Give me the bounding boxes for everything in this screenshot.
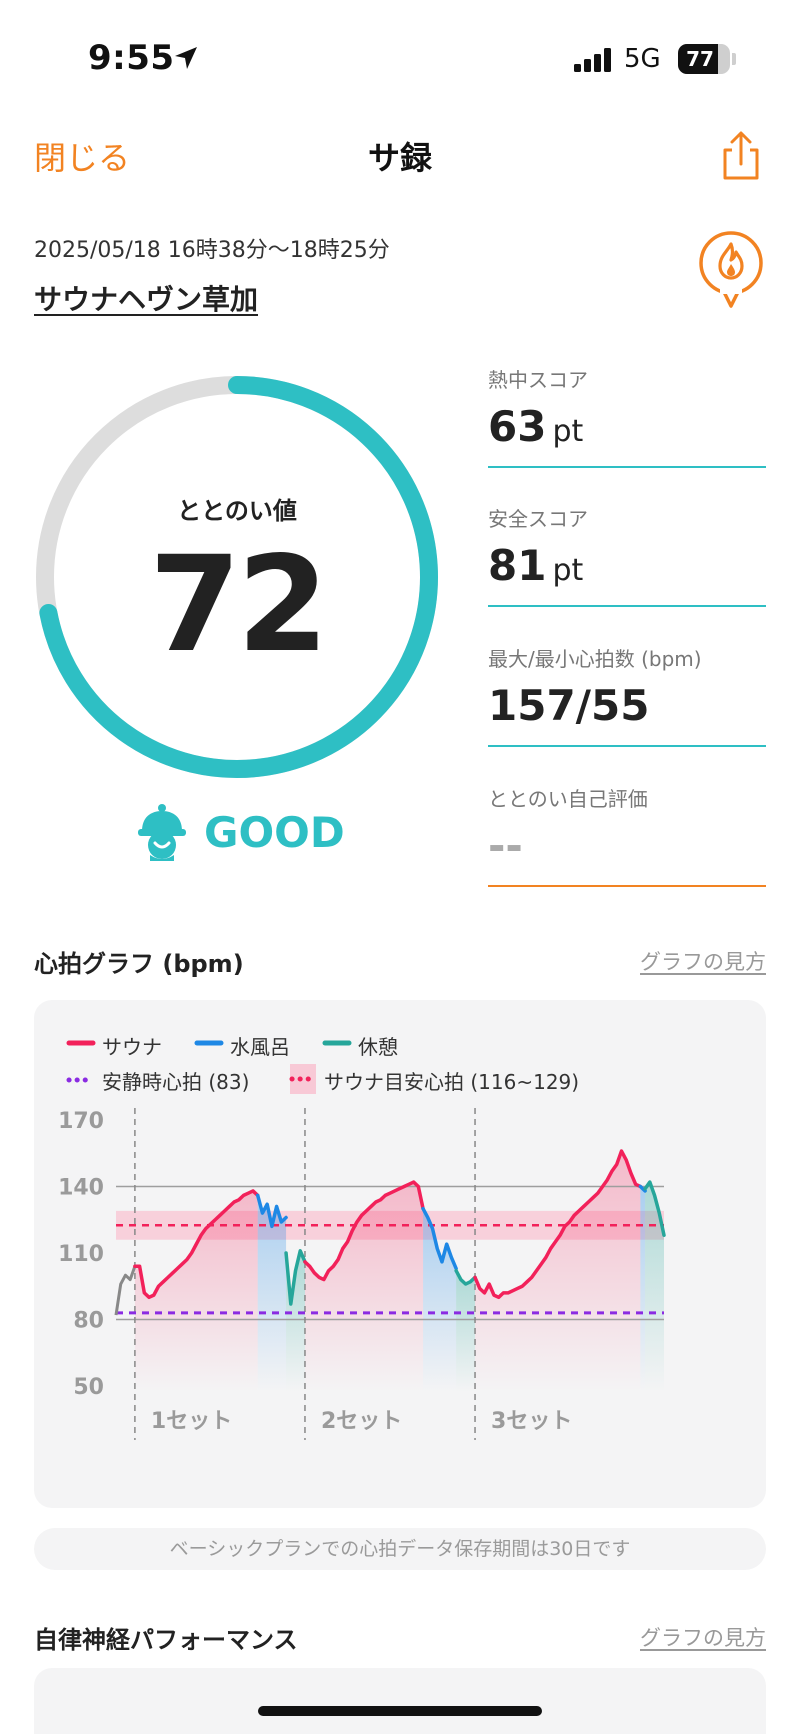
series-line-rest bbox=[454, 1268, 477, 1286]
area-water bbox=[640, 1186, 646, 1392]
warmup-line bbox=[114, 1265, 137, 1316]
close-button[interactable]: 閉じる bbox=[34, 139, 131, 177]
y-tick-label: 140 bbox=[58, 1176, 104, 1201]
legend-target: サウナ目安心拍 (116~129) bbox=[324, 1070, 580, 1094]
gauge-label: ととのい値 bbox=[177, 497, 297, 525]
area-water bbox=[423, 1208, 457, 1392]
battery-level bbox=[678, 44, 719, 74]
y-tick-label: 170 bbox=[58, 1109, 104, 1134]
y-tick-label: 80 bbox=[73, 1309, 104, 1334]
legend-sauna-swatch bbox=[66, 1040, 96, 1046]
set-label-3: 3セット bbox=[491, 1409, 572, 1434]
set-label-2: 2セット bbox=[321, 1409, 402, 1434]
share-icon[interactable] bbox=[718, 130, 764, 182]
status-time: 9:55 bbox=[88, 38, 175, 78]
area-rest bbox=[645, 1182, 664, 1392]
divider bbox=[488, 885, 766, 887]
heat-score-number: 63 bbox=[488, 402, 547, 451]
series-line-sauna bbox=[133, 1189, 260, 1300]
battery-percent: 77 bbox=[686, 47, 714, 71]
area-rest bbox=[456, 1270, 476, 1392]
safety-score-label: 安全スコア bbox=[488, 507, 588, 531]
divider bbox=[488, 466, 766, 468]
safety-score-unit: pt bbox=[552, 553, 584, 588]
safety-score-number: 81 bbox=[488, 541, 547, 590]
self-evaluation-value: -- bbox=[488, 821, 523, 870]
autonomic-help-link[interactable]: グラフの見方 bbox=[640, 1626, 766, 1650]
heart-graph-help-link[interactable]: グラフの見方 bbox=[640, 950, 766, 974]
series-line-sauna bbox=[303, 1180, 425, 1282]
heat-score-unit: pt bbox=[552, 414, 584, 449]
legend-water-swatch bbox=[194, 1040, 224, 1046]
y-tick-label: 50 bbox=[73, 1375, 104, 1400]
legend-resting: 安静時心拍 (83) bbox=[102, 1070, 250, 1094]
area-sauna bbox=[304, 1182, 424, 1392]
totonoi-gauge bbox=[36, 376, 438, 778]
series-line-rest bbox=[284, 1249, 307, 1306]
heart-rate-value: 157/55 bbox=[488, 681, 650, 730]
series-line-sauna bbox=[473, 1149, 643, 1300]
area-rest bbox=[286, 1250, 305, 1392]
battery-nub bbox=[732, 53, 736, 65]
rating-label: GOOD bbox=[204, 808, 345, 857]
facility-link[interactable]: サウナヘヴン草加 bbox=[34, 283, 259, 316]
area-water bbox=[257, 1195, 287, 1392]
legend-rest-swatch bbox=[322, 1040, 352, 1046]
divider bbox=[488, 745, 766, 747]
gauge-progress-arc bbox=[39, 376, 438, 778]
totonoi-score: 72 bbox=[149, 528, 329, 682]
home-indicator[interactable] bbox=[258, 1706, 542, 1716]
y-tick-label: 110 bbox=[58, 1242, 104, 1267]
cellular-signal-icon bbox=[574, 48, 611, 72]
area-sauna bbox=[475, 1151, 641, 1392]
self-evaluation-label: ととのい自己評価 bbox=[488, 787, 648, 811]
heat-score-label: 熱中スコア bbox=[488, 368, 588, 392]
autonomic-title: 自律神経パフォーマンス bbox=[34, 1626, 298, 1654]
series-line-rest bbox=[643, 1180, 666, 1238]
heat-score-value: 63 pt bbox=[488, 402, 583, 451]
location-arrow-icon bbox=[175, 47, 197, 69]
mascot-icon bbox=[138, 804, 186, 861]
set-label-1: 1セット bbox=[151, 1409, 232, 1434]
area-sauna bbox=[134, 1190, 258, 1392]
network-type: 5G bbox=[624, 44, 661, 74]
autonomic-graph-card bbox=[34, 1668, 766, 1734]
storage-notice: ベーシックプランでの心拍データ保存期間は30日です bbox=[34, 1528, 766, 1570]
safety-score-value: 81 pt bbox=[488, 541, 583, 590]
legend-rest: 休憩 bbox=[358, 1035, 398, 1059]
legend-sauna: サウナ bbox=[102, 1035, 162, 1059]
divider bbox=[488, 605, 766, 607]
heart-rate-chart: 170 140 110 80 50 1セット 2セット 3セット bbox=[58, 1108, 666, 1440]
heart-graph-title: 心拍グラフ (bpm) bbox=[34, 950, 244, 978]
legend-target-swatch bbox=[289, 1064, 318, 1094]
status-bar: 9:55 5G 77 bbox=[0, 0, 800, 110]
series-line-water bbox=[421, 1206, 458, 1271]
fire-badge-icon[interactable] bbox=[696, 230, 766, 312]
session-date-range: 2025/05/18 16時38分〜18時25分 bbox=[34, 238, 390, 263]
series-line-water bbox=[255, 1193, 288, 1229]
battery-icon: 77 bbox=[678, 44, 730, 74]
legend-water: 水風呂 bbox=[230, 1035, 290, 1059]
heart-rate-label: 最大/最小心拍数 (bpm) bbox=[488, 647, 702, 671]
